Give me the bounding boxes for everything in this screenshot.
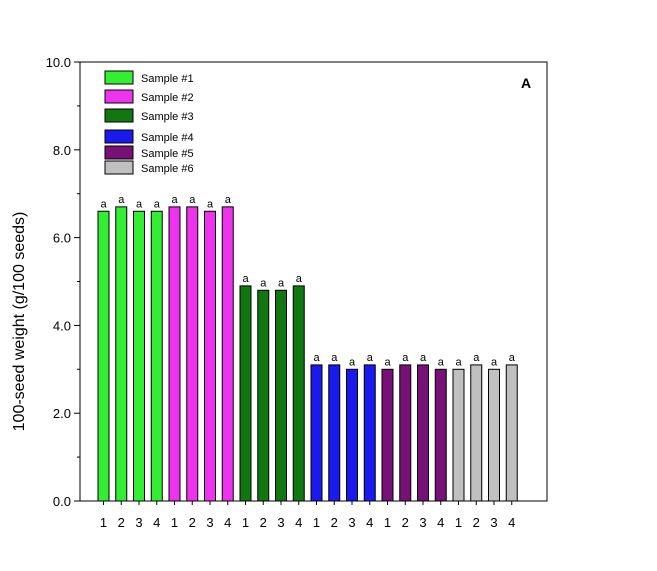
x-tick-label: 4 [508, 515, 515, 530]
bar-sample2-4 [221, 206, 234, 502]
legend-label-sample4: Sample #4 [141, 132, 194, 144]
data-label: a [313, 352, 320, 364]
data-label: a [171, 194, 178, 206]
data-label: a [491, 356, 498, 368]
y-axis: 0.0 2.0 4.0 6.0 8.0 10.0 [46, 55, 80, 509]
data-label: a [136, 198, 143, 210]
data-label: a [455, 356, 462, 368]
legend-swatch-sample2 [104, 89, 134, 104]
y-axis-title: 100-seed weight (g/100 seeds) [11, 212, 28, 432]
bar-sample3-3 [275, 289, 287, 502]
x-tick-label: 2 [402, 515, 409, 530]
bar-sample6-1 [452, 368, 465, 502]
data-label: a [296, 273, 303, 285]
x-tick-label: 2 [118, 515, 125, 530]
x-tick-label: 4 [224, 515, 231, 530]
data-label: a [225, 194, 232, 206]
x-tick-label: 3 [419, 515, 426, 530]
bar-sample3-1 [239, 285, 252, 502]
data-label: a [367, 352, 374, 364]
data-label: a [260, 277, 267, 289]
data-label: a [242, 273, 249, 285]
x-tick-label: 2 [473, 515, 480, 530]
y-tick-label: 4.0 [53, 318, 71, 333]
bar-sample5-3 [417, 364, 429, 502]
bar-sample5-4 [434, 368, 447, 502]
data-label: a [420, 352, 427, 364]
x-tick-label: 3 [490, 515, 497, 530]
x-tick-label: 4 [153, 515, 160, 530]
bar-sample6-2 [470, 364, 483, 502]
data-label: a [331, 352, 338, 364]
bar-sample6-4 [505, 364, 518, 502]
legend-swatch-sample6 [104, 160, 134, 175]
bar-sample4-2 [328, 364, 341, 502]
data-label: a [473, 352, 480, 364]
bar-sample2-1 [168, 206, 181, 502]
data-label: a [154, 198, 161, 210]
y-tick-label: 0.0 [53, 494, 71, 509]
x-tick-label: 3 [135, 515, 142, 530]
data-label: a [384, 356, 391, 368]
bar-sample6-3 [488, 368, 500, 502]
x-tick-label: 2 [260, 515, 267, 530]
legend-label-sample3: Sample #3 [141, 111, 194, 123]
x-tick-label: 2 [331, 515, 338, 530]
y-tick-label: 6.0 [53, 231, 71, 246]
legend-swatch-sample1 [104, 70, 134, 85]
x-tick-label: 1 [171, 515, 178, 530]
bar-sample1-3 [133, 210, 145, 502]
data-label: a [189, 194, 196, 206]
legend-swatch-sample4 [104, 129, 134, 144]
x-tick-label: 4 [437, 515, 444, 530]
legend-label-sample6: Sample #6 [141, 163, 194, 175]
bar-sample3-4 [292, 285, 305, 502]
legend-swatch-sample5 [104, 145, 134, 160]
x-tick-label: 4 [295, 515, 302, 530]
x-tick-label: 4 [366, 515, 373, 530]
data-label: a [509, 352, 516, 364]
x-tick-label: 3 [206, 515, 213, 530]
bar-sample4-1 [310, 364, 323, 502]
data-label: a [118, 194, 125, 206]
legend-label-sample5: Sample #5 [141, 148, 194, 160]
data-label: a [278, 277, 285, 289]
bar-sample1-4 [150, 210, 163, 502]
bar-sample2-2 [186, 206, 199, 502]
y-tick-label: 10.0 [46, 55, 71, 70]
x-tick-label: 1 [384, 515, 391, 530]
data-label: a [349, 356, 356, 368]
x-tick-label: 1 [313, 515, 320, 530]
legend-label-sample2: Sample #2 [141, 92, 194, 104]
data-label: a [100, 198, 107, 210]
panel-label: A [521, 75, 531, 91]
plot-frame [79, 61, 548, 502]
x-tick-label: 2 [189, 515, 196, 530]
x-tick-label: 1 [455, 515, 462, 530]
data-label: a [438, 356, 445, 368]
data-label: a [207, 198, 214, 210]
x-tick-label: 3 [277, 515, 284, 530]
y-tick-label: 8.0 [53, 143, 71, 158]
legend-label-sample1: Sample #1 [141, 73, 194, 85]
bar-sample5-1 [381, 368, 394, 502]
legend: Sample #1 Sample #2 Sample #3 Sample #4 Samp… [104, 70, 194, 175]
bar-sample1-2 [115, 206, 128, 502]
data-labels-layer: a a a a a a a aa a a aa a a a a a a a a a a a [100, 194, 515, 368]
y-tick-label: 2.0 [53, 406, 71, 421]
x-tick-label: 1 [100, 515, 107, 530]
x-tick-label: 3 [348, 515, 355, 530]
bar-sample3-2 [257, 289, 270, 502]
bar-sample5-2 [399, 364, 412, 502]
data-label: a [402, 352, 409, 364]
x-tick-label: 1 [242, 515, 249, 530]
bar-sample4-4 [363, 364, 376, 502]
bar-sample1-1 [97, 210, 110, 502]
bar-sample2-3 [204, 210, 216, 502]
legend-swatch-sample3 [104, 108, 134, 123]
bar-sample4-3 [346, 368, 358, 502]
bars-layer [97, 206, 518, 502]
